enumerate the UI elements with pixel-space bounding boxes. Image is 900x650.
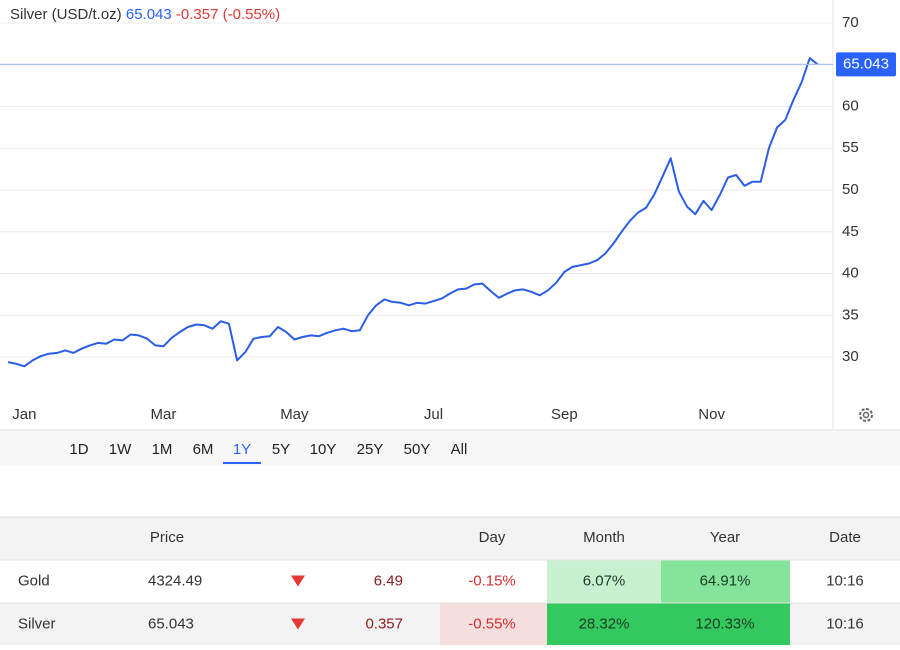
table-header: Year [710, 529, 740, 546]
row-day: -0.55% [468, 615, 516, 632]
y-tick-label: 70 [842, 14, 859, 31]
x-tick-label: Mar [151, 406, 177, 423]
y-tick-label: 35 [842, 306, 859, 323]
row-month: 6.07% [583, 572, 626, 589]
range-bar [0, 430, 900, 466]
row-month: 28.32% [579, 615, 630, 632]
y-tick-label: 50 [842, 181, 859, 198]
header-change: -0.357 (-0.55%) [176, 6, 280, 23]
range-button[interactable]: 6M [193, 441, 214, 458]
y-tick-label: 60 [842, 97, 859, 114]
row-name: Silver [18, 615, 56, 632]
table-header: Day [479, 529, 506, 546]
y-tick-label: 30 [842, 348, 859, 365]
table-header: Date [829, 529, 861, 546]
row-date: 10:16 [826, 572, 864, 589]
table-header: Month [583, 529, 625, 546]
settings-icon[interactable] [859, 408, 873, 422]
chart-header: Silver (USD/t.oz) 65.043 -0.357 (-0.55%) [10, 6, 280, 23]
row-date: 10:16 [826, 615, 864, 632]
price-line [7, 57, 819, 368]
cell-bg [547, 560, 661, 603]
table-header: Price [150, 529, 184, 546]
table-header-bg [0, 517, 900, 560]
y-tick-label: 40 [842, 265, 859, 282]
y-tick-label: 45 [842, 223, 859, 240]
range-button[interactable]: 1D [69, 441, 88, 458]
x-tick-label: May [280, 406, 309, 423]
down-arrow [291, 575, 305, 587]
x-tick-label: Jan [12, 406, 36, 423]
range-button[interactable]: 25Y [357, 441, 384, 458]
x-tick-label: Jul [424, 406, 443, 423]
range-button[interactable]: All [451, 441, 468, 458]
range-underline [223, 462, 261, 464]
cell-bg [661, 603, 790, 646]
cell-bg [661, 560, 790, 603]
x-tick-label: Sep [551, 406, 578, 423]
x-tick-label: Nov [698, 406, 725, 423]
range-button[interactable]: 1W [109, 441, 132, 458]
range-button[interactable]: 10Y [310, 441, 337, 458]
range-button[interactable]: 1M [152, 441, 173, 458]
header-last: 65.043 [126, 6, 172, 23]
down-arrow [291, 618, 305, 630]
row-year: 64.91% [700, 572, 751, 589]
row-change: 0.357 [365, 615, 403, 632]
row-day: -0.15% [468, 572, 516, 589]
y-tick-label: 55 [842, 139, 859, 156]
range-button[interactable]: 1Y [233, 441, 251, 458]
cell-bg [440, 603, 547, 646]
last-value-tag [836, 52, 896, 77]
last-value-label: 65.043 [843, 55, 889, 72]
range-button[interactable]: 50Y [404, 441, 431, 458]
row-change: 6.49 [374, 572, 403, 589]
row-name: Gold [18, 572, 50, 589]
row-year: 120.33% [695, 615, 754, 632]
row-price: 4324.49 [148, 572, 202, 589]
cell-bg [547, 603, 661, 646]
chart-title: Silver (USD/t.oz) [10, 6, 122, 23]
row-price: 65.043 [148, 615, 194, 632]
range-button[interactable]: 5Y [272, 441, 290, 458]
